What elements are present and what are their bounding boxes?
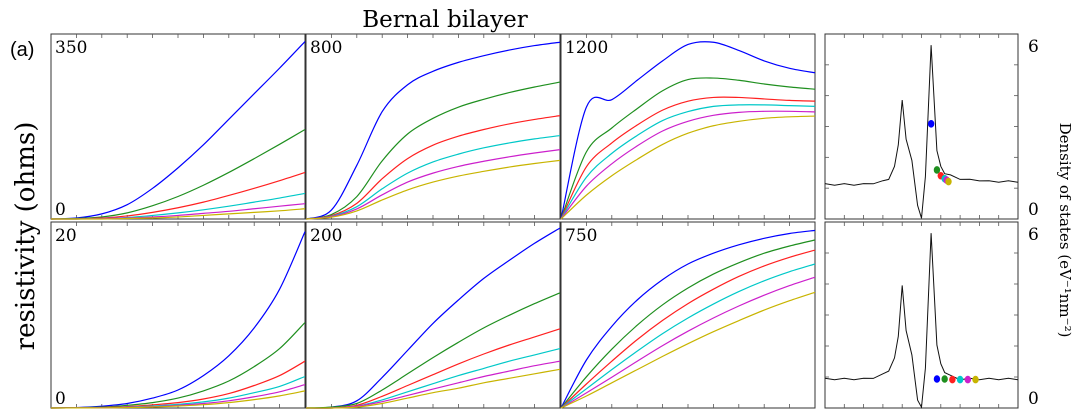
series-line-5 (560, 110, 816, 220)
series-line-4 (560, 104, 816, 220)
dos-point-5 (964, 375, 972, 384)
max-label: 800 (310, 38, 342, 58)
max-label: 350 (55, 38, 87, 58)
series-line-4 (305, 134, 561, 220)
max-label: 1200 (565, 38, 608, 58)
series-line-1 (560, 229, 816, 409)
dos-point-6 (945, 177, 952, 186)
series-line-6 (50, 208, 306, 220)
series-line-3 (305, 115, 561, 220)
max-label: 200 (310, 226, 342, 246)
min-label: 0 (55, 200, 66, 220)
figure-title: Bernal bilayer (362, 7, 527, 33)
panel-3: 1200 (560, 33, 816, 220)
min-label: 0 (1028, 200, 1039, 220)
dos-point-1 (933, 375, 941, 383)
series-line-2 (305, 292, 561, 409)
series-line-2 (560, 239, 816, 409)
series-line-2 (50, 128, 306, 220)
max-label: 750 (565, 226, 597, 246)
series-line-6 (305, 159, 561, 220)
panel-7: 60 (824, 33, 1039, 220)
dos-point-2 (941, 375, 948, 383)
series-line-1 (560, 41, 816, 220)
y-axis-label-right: Density of states (eV⁻¹nm⁻²) (1056, 123, 1074, 338)
panel-2: 800 (305, 33, 561, 220)
panel-5: 200 (305, 221, 561, 409)
series-line-2 (305, 81, 561, 220)
series-line-3 (560, 249, 816, 409)
dos-point-6 (972, 375, 979, 384)
panel-6: 750 (560, 221, 816, 409)
min-label: 0 (55, 389, 66, 409)
max-label: 6 (1028, 225, 1039, 245)
series-line-2 (560, 77, 816, 220)
series-line-1 (50, 231, 306, 409)
panel-8: 60 (824, 221, 1039, 409)
panel-frame (305, 221, 561, 409)
panel-frame (560, 33, 816, 220)
dos-curve (824, 233, 1019, 409)
dos-point-2 (933, 166, 941, 174)
series-line-4 (560, 263, 816, 409)
panel-frame (824, 33, 1019, 220)
series-line-5 (560, 276, 816, 409)
series-line-5 (305, 360, 561, 409)
series-line-5 (305, 149, 561, 220)
dos-point-4 (956, 375, 964, 384)
panel-4: 20 0 (50, 221, 306, 409)
min-label: 0 (1028, 389, 1039, 409)
series-line-1 (50, 41, 306, 220)
panel-frame (50, 221, 306, 409)
series-line-6 (560, 115, 816, 220)
panel-1: 350 0 (50, 33, 306, 220)
series-line-6 (560, 291, 816, 409)
series-line-3 (50, 360, 306, 409)
series-line-2 (50, 322, 306, 409)
max-label: 6 (1028, 37, 1039, 57)
panel-frame (50, 33, 306, 220)
dos-point-3 (949, 375, 956, 384)
dos-point-1 (927, 120, 935, 128)
series-line-3 (560, 96, 816, 220)
series-line-6 (50, 390, 306, 409)
series-line-1 (305, 227, 561, 409)
y-axis-label-left: resistivity (ohms) (11, 122, 41, 351)
series-line-1 (305, 41, 561, 220)
dos-curve (824, 45, 1019, 219)
series-line-6 (305, 368, 561, 409)
panel-label: (a) (10, 39, 34, 61)
max-label: 20 (55, 226, 77, 246)
